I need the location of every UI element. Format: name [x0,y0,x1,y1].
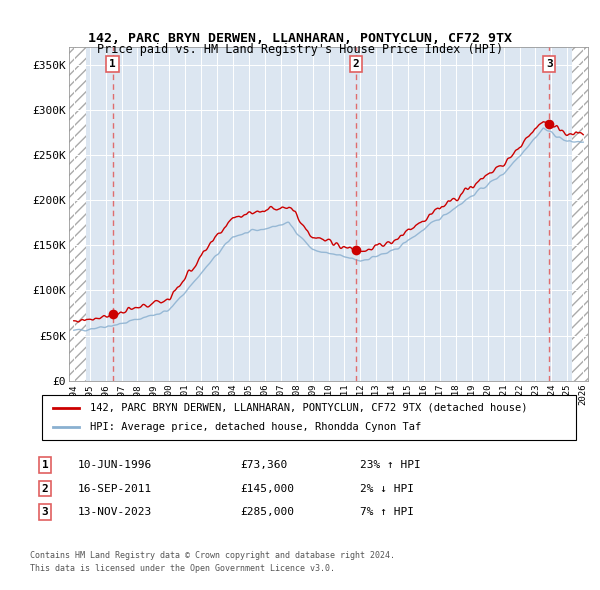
Text: Price paid vs. HM Land Registry's House Price Index (HPI): Price paid vs. HM Land Registry's House … [97,43,503,56]
Text: 142, PARC BRYN DERWEN, LLANHARAN, PONTYCLUN, CF72 9TX (detached house): 142, PARC BRYN DERWEN, LLANHARAN, PONTYC… [90,403,527,412]
Text: 2: 2 [41,484,49,493]
FancyBboxPatch shape [42,395,576,440]
Text: £73,360: £73,360 [240,460,287,470]
Text: HPI: Average price, detached house, Rhondda Cynon Taf: HPI: Average price, detached house, Rhon… [90,422,421,432]
Text: £145,000: £145,000 [240,484,294,493]
Text: 10-JUN-1996: 10-JUN-1996 [78,460,152,470]
Text: 2% ↓ HPI: 2% ↓ HPI [360,484,414,493]
Text: 16-SEP-2011: 16-SEP-2011 [78,484,152,493]
Bar [69,47,86,381]
Bar [572,47,588,381]
Text: 3: 3 [41,507,49,517]
Text: 1: 1 [41,460,49,470]
Text: 142, PARC BRYN DERWEN, LLANHARAN, PONTYCLUN, CF72 9TX: 142, PARC BRYN DERWEN, LLANHARAN, PONTYC… [88,32,512,45]
Text: 23% ↑ HPI: 23% ↑ HPI [360,460,421,470]
Text: 2: 2 [352,59,359,69]
Text: 13-NOV-2023: 13-NOV-2023 [78,507,152,517]
Text: 3: 3 [546,59,553,69]
Text: 7% ↑ HPI: 7% ↑ HPI [360,507,414,517]
Text: This data is licensed under the Open Government Licence v3.0.: This data is licensed under the Open Gov… [30,564,335,573]
Text: Contains HM Land Registry data © Crown copyright and database right 2024.: Contains HM Land Registry data © Crown c… [30,550,395,559]
Text: 1: 1 [109,59,116,69]
Text: £285,000: £285,000 [240,507,294,517]
